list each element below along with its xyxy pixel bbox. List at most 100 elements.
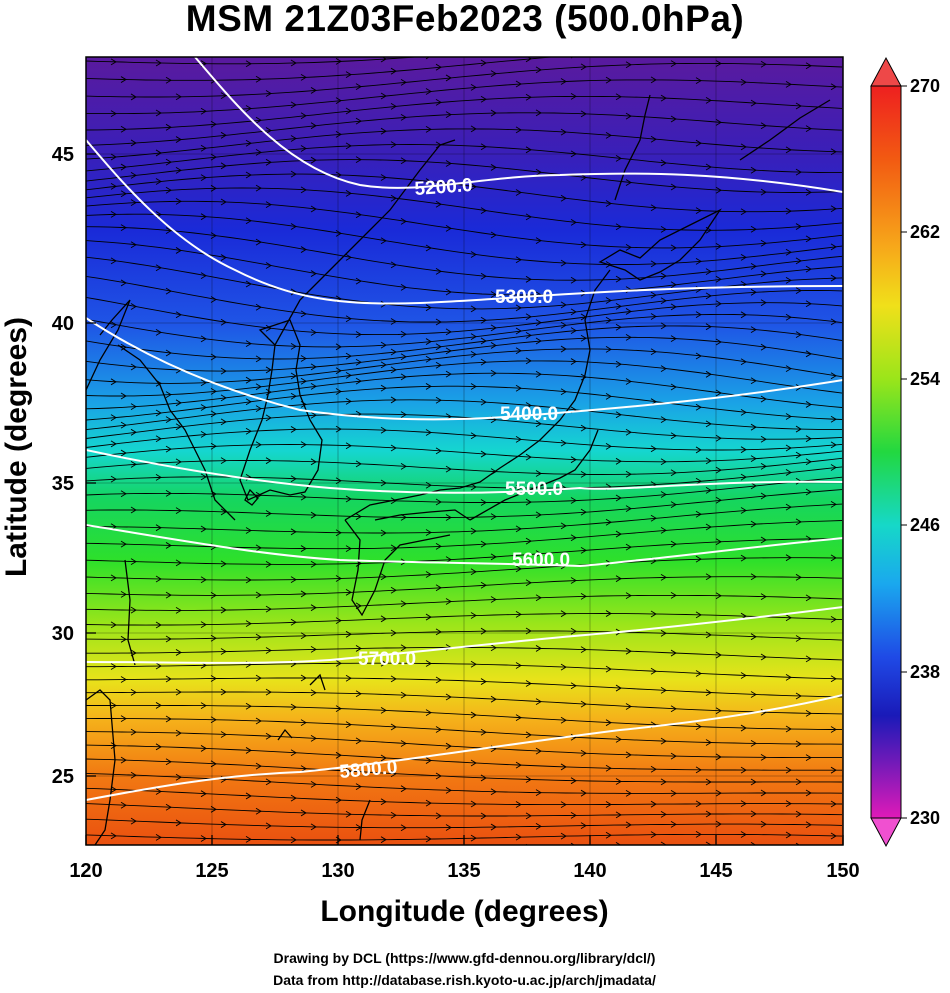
wind-arrowhead <box>515 256 522 264</box>
wind-arrowhead <box>255 75 262 83</box>
wind-arrowhead <box>345 721 352 729</box>
wind-arrowhead <box>175 607 182 614</box>
wind-arrowhead <box>785 413 792 420</box>
wind-arrowhead <box>605 76 612 84</box>
wind-arrowhead <box>435 396 442 404</box>
wind-arrowhead <box>355 117 362 125</box>
wind-arrowhead <box>400 78 407 86</box>
wind-arrowhead <box>310 604 317 612</box>
wind-arrowhead <box>740 358 747 366</box>
wind-arrowhead <box>265 414 272 422</box>
wind-arrowhead <box>625 647 632 655</box>
wind-arrowhead <box>580 334 587 342</box>
wind-arrowhead <box>606 37 611 43</box>
wind-arrowhead <box>695 766 702 774</box>
wind-arrowhead <box>760 60 767 68</box>
streamline <box>86 457 843 475</box>
wind-arrowhead <box>650 445 657 453</box>
wind-arrowhead <box>445 742 452 750</box>
wind-arrowhead <box>425 304 432 312</box>
wind-arrowhead <box>155 702 162 709</box>
wind-arrowhead <box>355 737 362 745</box>
wind-arrowhead <box>615 411 622 419</box>
wind-arrowhead <box>580 373 587 381</box>
wind-arrowhead <box>525 680 532 687</box>
wind-arrowhead <box>560 610 567 618</box>
wind-arrowhead <box>615 736 622 743</box>
contour-label-5400: 5400.0 <box>500 404 558 425</box>
wind-arrowhead <box>670 303 677 311</box>
wind-arrowhead <box>490 695 497 703</box>
wind-arrowhead <box>570 456 577 464</box>
wind-arrowhead <box>660 737 667 745</box>
wind-arrowhead <box>705 810 712 818</box>
wind-arrowhead <box>830 554 837 562</box>
wind-arrowhead <box>795 223 802 230</box>
wind-arrowhead <box>155 788 162 795</box>
wind-arrowhead <box>265 457 272 465</box>
wind-arrowhead <box>310 560 317 568</box>
wind-arrowhead <box>155 621 162 629</box>
wind-arrowhead <box>490 369 497 377</box>
wind-arrowhead <box>165 391 172 398</box>
wind-arrowhead <box>220 418 227 426</box>
contour-label-5800: 5800.0 <box>339 757 399 783</box>
wind-arrowhead <box>805 655 812 663</box>
wind-arrowhead <box>380 92 387 100</box>
wind-arrowhead <box>345 107 352 115</box>
wind-arrowhead <box>750 326 757 334</box>
wind-arrowhead <box>490 324 497 332</box>
wind-arrowhead <box>660 811 667 818</box>
height-contours <box>86 57 843 801</box>
wind-arrowhead <box>380 57 387 63</box>
wind-arrowhead <box>650 260 657 268</box>
wind-arrowhead <box>795 168 802 176</box>
wind-arrowhead <box>445 160 452 167</box>
wind-arrowhead <box>355 211 362 219</box>
x-tick-labels: 120 125 130 135 140 145 150 <box>69 860 859 882</box>
wind-arrowhead <box>345 142 352 150</box>
wind-arrowhead <box>535 747 542 755</box>
wind-arrowhead <box>310 382 317 390</box>
wind-arrowhead <box>615 811 622 819</box>
wind-arrowhead <box>715 592 722 600</box>
wind-arrowhead <box>570 150 577 158</box>
wind-arrowhead <box>265 324 272 332</box>
wind-arrowhead <box>750 633 757 641</box>
wind-arrowhead <box>265 688 272 696</box>
wind-arrowhead <box>355 690 362 698</box>
wind-arrowhead <box>220 508 227 516</box>
wind-arrowhead <box>715 118 722 126</box>
wind-arrowhead <box>335 58 342 65</box>
wind-arrowhead <box>400 740 407 747</box>
wind-arrowhead <box>200 404 207 411</box>
streamline <box>86 200 843 249</box>
wind-arrowhead <box>625 112 632 120</box>
wind-arrowhead <box>670 469 677 477</box>
wind-arrowhead <box>290 475 297 483</box>
wind-arrowhead <box>400 824 407 832</box>
wind-arrowhead <box>175 559 182 567</box>
wind-arrowhead <box>390 67 397 75</box>
wind-arrowhead <box>435 318 442 326</box>
wind-arrowhead <box>245 427 252 435</box>
wind-arrowhead <box>200 835 207 842</box>
x-tick-label: 130 <box>321 860 354 882</box>
wind-arrowhead <box>715 707 722 715</box>
wind-arrowhead <box>425 57 430 60</box>
wind-arrowhead <box>670 281 677 289</box>
wind-arrowhead <box>390 318 397 325</box>
wind-arrowhead <box>435 447 442 455</box>
wind-arrowhead <box>605 831 612 839</box>
wind-arrowhead <box>290 101 297 109</box>
streamline <box>86 226 843 281</box>
wind-arrowhead <box>245 171 252 179</box>
wind-arrowhead <box>750 99 757 107</box>
wind-arrowhead <box>345 397 352 405</box>
streamline <box>86 704 843 731</box>
wind-arrowhead <box>300 310 307 318</box>
wind-arrowhead <box>715 538 722 546</box>
wind-arrowhead <box>335 425 342 433</box>
wind-arrowhead <box>760 122 767 130</box>
wind-arrowhead <box>470 83 477 91</box>
